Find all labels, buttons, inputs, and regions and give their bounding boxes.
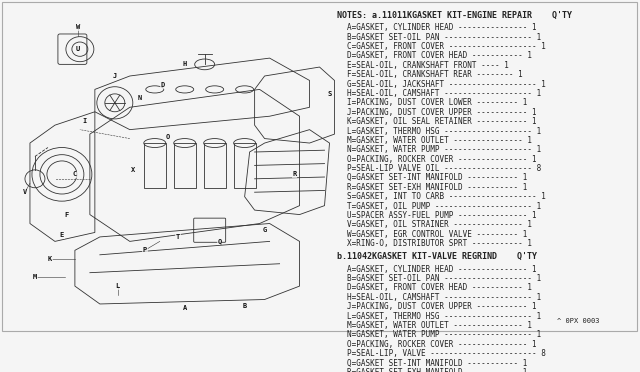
Text: G=SEAL-OIL, JACKSHAFT ------------------- 1: G=SEAL-OIL, JACKSHAFT ------------------… bbox=[348, 80, 547, 89]
Text: ^ 0PX 0003: ^ 0PX 0003 bbox=[557, 318, 599, 324]
Text: b.11042KGASKET KIT-VALVE REGRIND    Q'TY: b.11042KGASKET KIT-VALVE REGRIND Q'TY bbox=[337, 252, 538, 261]
Text: M: M bbox=[33, 274, 37, 280]
Text: O=PACKING, ROCKER COVER --------------- 1: O=PACKING, ROCKER COVER --------------- … bbox=[348, 155, 537, 164]
Text: S=GASKET, INT TO CARB ------------------- 1: S=GASKET, INT TO CARB ------------------… bbox=[348, 192, 547, 201]
Text: H=SEAL-OIL, CAMSHAFT ------------------- 1: H=SEAL-OIL, CAMSHAFT -------------------… bbox=[348, 89, 541, 98]
Text: B=GASKET SET-OIL PAN ------------------- 1: B=GASKET SET-OIL PAN -------------------… bbox=[348, 274, 541, 283]
Text: J: J bbox=[113, 73, 117, 79]
Text: P=SEAL-LIP VALVE OIL ------------------- 8: P=SEAL-LIP VALVE OIL -------------------… bbox=[348, 164, 541, 173]
Text: J=PACKING, DUST COVER UPPER ----------- 1: J=PACKING, DUST COVER UPPER ----------- … bbox=[348, 302, 537, 311]
Text: T: T bbox=[175, 234, 180, 240]
Text: P=SEAL-LIP, VALVE ----------------------- 8: P=SEAL-LIP, VALVE ----------------------… bbox=[348, 349, 547, 358]
Text: C: C bbox=[73, 171, 77, 177]
Text: S: S bbox=[328, 91, 332, 97]
Text: N=GASKET, WATER PUMP ------------------- 1: N=GASKET, WATER PUMP -------------------… bbox=[348, 330, 541, 339]
Text: M=GASKET, WATER OUTLET --------------- 1: M=GASKET, WATER OUTLET --------------- 1 bbox=[348, 136, 532, 145]
Text: Q=GASKET SET-INT MANIFOLD ----------- 1: Q=GASKET SET-INT MANIFOLD ----------- 1 bbox=[348, 173, 528, 182]
Text: U=SPACER ASSY-FUEL PUMP --------------- 1: U=SPACER ASSY-FUEL PUMP --------------- … bbox=[348, 211, 537, 220]
Text: D=GASKET, FRONT COVER HEAD ----------- 1: D=GASKET, FRONT COVER HEAD ----------- 1 bbox=[348, 51, 532, 60]
Text: O=PACKING, ROCKER COVER --------------- 1: O=PACKING, ROCKER COVER --------------- … bbox=[348, 340, 537, 349]
Text: A: A bbox=[182, 305, 187, 311]
Text: O: O bbox=[166, 134, 170, 140]
Text: X=RING-O, DISTRIBUTOR SPRT ----------- 1: X=RING-O, DISTRIBUTOR SPRT ----------- 1 bbox=[348, 239, 532, 248]
Text: U: U bbox=[76, 46, 80, 52]
Text: J=PACKING, DUST COVER UPPER ----------- 1: J=PACKING, DUST COVER UPPER ----------- … bbox=[348, 108, 537, 117]
Text: P: P bbox=[143, 247, 147, 253]
Bar bbox=[204, 143, 226, 188]
Text: D=GASKET, FRONT COVER HEAD ----------- 1: D=GASKET, FRONT COVER HEAD ----------- 1 bbox=[348, 283, 532, 292]
Text: K=GASKET, OIL SEAL RETAINER ----------- 1: K=GASKET, OIL SEAL RETAINER ----------- … bbox=[348, 117, 537, 126]
Text: R=GASKET SET-EXH MANIFOLD ----------- 1: R=GASKET SET-EXH MANIFOLD ----------- 1 bbox=[348, 368, 528, 372]
Text: N=GASKET, WATER PUMP ------------------- 1: N=GASKET, WATER PUMP -------------------… bbox=[348, 145, 541, 154]
Bar bbox=[144, 143, 166, 188]
Text: Q: Q bbox=[218, 238, 222, 244]
Text: D: D bbox=[161, 82, 165, 88]
Text: H: H bbox=[182, 61, 187, 67]
Text: F=SEAL-OIL, CRANKSHAFT REAR -------- 1: F=SEAL-OIL, CRANKSHAFT REAR -------- 1 bbox=[348, 70, 524, 79]
Text: W=GASKET, EGR CONTROL VALVE --------- 1: W=GASKET, EGR CONTROL VALVE --------- 1 bbox=[348, 230, 528, 239]
Text: B: B bbox=[243, 303, 247, 309]
Text: M=GASKET, WATER OUTLET --------------- 1: M=GASKET, WATER OUTLET --------------- 1 bbox=[348, 321, 532, 330]
Text: F: F bbox=[65, 212, 69, 218]
Text: Q=GASKET SET-INT MANIFOLD ----------- 1: Q=GASKET SET-INT MANIFOLD ----------- 1 bbox=[348, 359, 528, 368]
Bar bbox=[234, 143, 255, 188]
Text: E=SEAL-OIL, CRANKSHAFT FRONT ---- 1: E=SEAL-OIL, CRANKSHAFT FRONT ---- 1 bbox=[348, 61, 509, 70]
Text: H=SEAL-OIL, CAMSHAFT ------------------- 1: H=SEAL-OIL, CAMSHAFT -------------------… bbox=[348, 293, 541, 302]
Text: R: R bbox=[292, 171, 297, 177]
Text: N: N bbox=[138, 95, 142, 101]
Text: L: L bbox=[116, 283, 120, 289]
Text: C=GASKET, FRONT COVER ------------------- 1: C=GASKET, FRONT COVER ------------------… bbox=[348, 42, 547, 51]
Text: W: W bbox=[76, 24, 80, 30]
Text: V: V bbox=[23, 189, 27, 195]
Text: E: E bbox=[60, 232, 64, 238]
Text: V=GASKET, OIL STRAINER --------------- 1: V=GASKET, OIL STRAINER --------------- 1 bbox=[348, 220, 532, 230]
Text: R=GASKET SET-EXH MANIFOLD ----------- 1: R=GASKET SET-EXH MANIFOLD ----------- 1 bbox=[348, 183, 528, 192]
Text: K: K bbox=[48, 256, 52, 262]
Text: A=GASKET, CYLINDER HEAD --------------- 1: A=GASKET, CYLINDER HEAD --------------- … bbox=[348, 264, 537, 274]
Text: L=GASKET, THERMO HSG ------------------- 1: L=GASKET, THERMO HSG -------------------… bbox=[348, 126, 541, 135]
Text: A=GASKET, CYLINDER HEAD --------------- 1: A=GASKET, CYLINDER HEAD --------------- … bbox=[348, 23, 537, 32]
Text: X: X bbox=[131, 167, 135, 173]
Text: L=GASKET, THERMO HSG ------------------- 1: L=GASKET, THERMO HSG -------------------… bbox=[348, 312, 541, 321]
Text: B=GASKET SET-OIL PAN ------------------- 1: B=GASKET SET-OIL PAN -------------------… bbox=[348, 33, 541, 42]
Text: I: I bbox=[83, 118, 87, 124]
Text: T=GASKET, OIL PUMP --------------------- 1: T=GASKET, OIL PUMP ---------------------… bbox=[348, 202, 541, 211]
Text: G: G bbox=[262, 227, 267, 233]
Text: I=PACKING, DUST COVER LOWER --------- 1: I=PACKING, DUST COVER LOWER --------- 1 bbox=[348, 98, 528, 108]
Bar bbox=[173, 143, 196, 188]
Text: NOTES: a.11011KGASKET KIT-ENGINE REPAIR    Q'TY: NOTES: a.11011KGASKET KIT-ENGINE REPAIR … bbox=[337, 11, 573, 20]
